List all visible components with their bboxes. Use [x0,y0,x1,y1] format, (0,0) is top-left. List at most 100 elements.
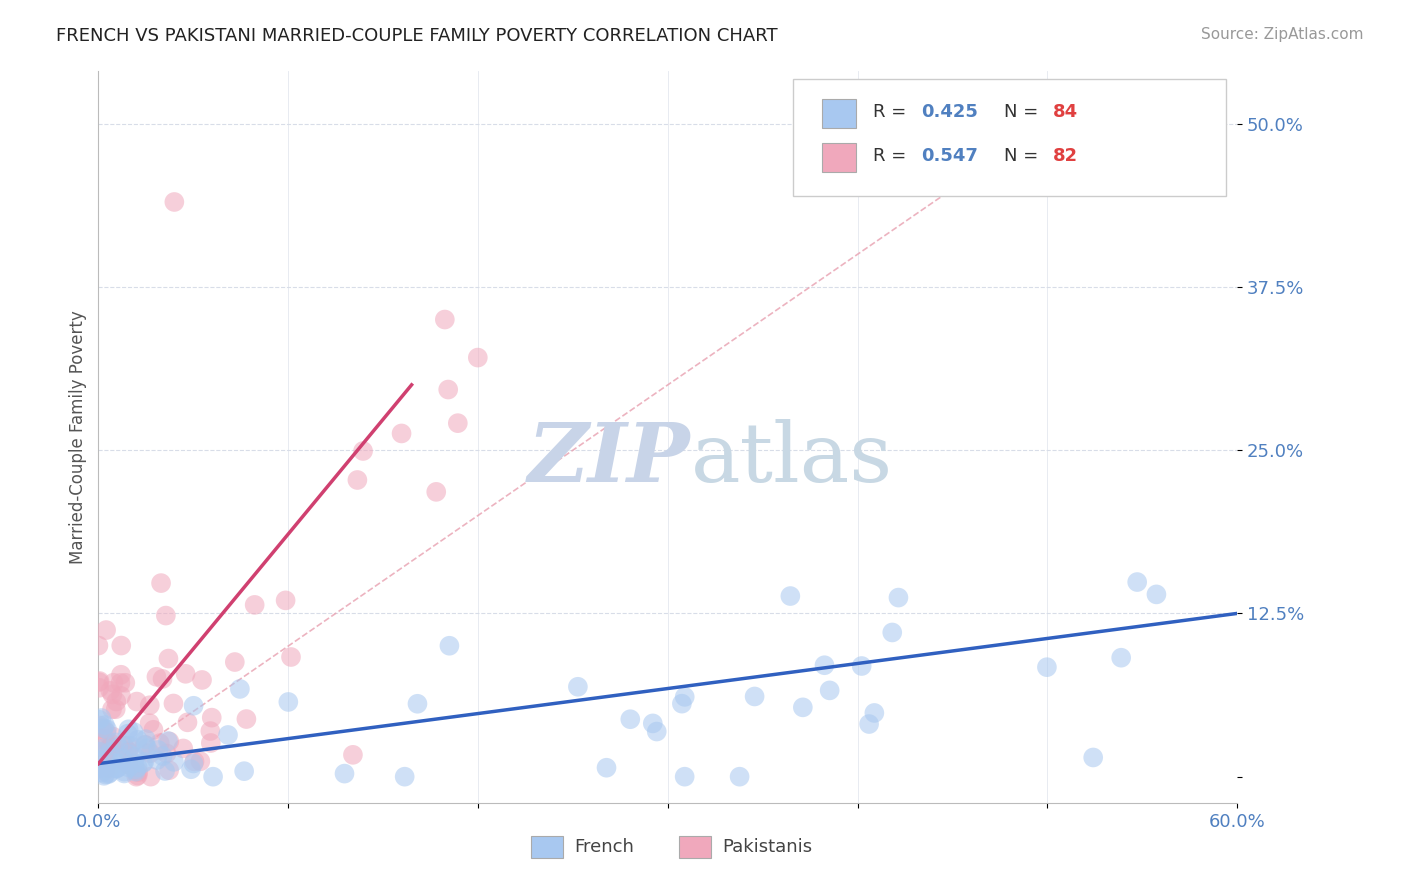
Point [138,716,160,731]
Point [406,697,429,711]
Point [90,765,112,780]
Point [155,747,177,761]
Point [117,739,139,753]
Point [818,683,841,698]
Point [439,639,461,653]
Point [97,767,120,781]
Point [107,739,129,754]
Point [146,753,169,767]
Point [110,667,132,681]
Point [94,743,117,757]
Point [157,734,180,748]
Point [882,625,904,640]
Point [641,716,664,731]
Point [124,756,146,771]
Point [887,591,910,605]
Point [101,702,124,716]
Point [105,694,128,708]
Point [201,711,224,725]
Point [117,723,139,737]
Point [183,755,205,769]
Point [89,681,111,695]
Point [851,659,873,673]
Y-axis label: Married-Couple Family Poverty: Married-Couple Family Poverty [69,310,87,564]
FancyBboxPatch shape [821,99,856,128]
Point [93,722,115,736]
Point [115,757,138,772]
Point [467,351,489,365]
Point [139,698,162,713]
Point [89,761,111,775]
Point [122,725,145,739]
Point [108,756,131,771]
Point [98,683,121,698]
Point [94,718,117,732]
Point [107,761,129,775]
Point [229,681,252,696]
Point [127,765,149,780]
Point [346,473,368,487]
Point [124,762,146,776]
Text: N =: N = [1004,147,1043,165]
Point [87,639,110,653]
Point [97,761,120,775]
Point [89,673,111,688]
Point [645,724,668,739]
Point [163,755,186,769]
Point [1126,575,1149,590]
Point [120,739,142,753]
Point [425,484,447,499]
Point [152,672,174,686]
Point [117,744,139,758]
FancyBboxPatch shape [531,836,562,858]
Point [728,770,751,784]
Point [813,658,835,673]
Point [94,764,117,778]
Point [93,769,115,783]
Point [224,655,246,669]
Point [112,766,135,780]
Point [673,770,696,784]
Point [1146,587,1168,601]
Point [104,735,127,749]
Point [352,444,374,458]
Point [595,761,617,775]
FancyBboxPatch shape [679,836,711,858]
Point [101,688,124,702]
Point [112,764,135,779]
Point [100,752,122,766]
Text: French: French [575,838,634,855]
Point [183,756,205,771]
Point [744,690,766,704]
Point [112,739,135,753]
Point [391,426,413,441]
Point [280,650,302,665]
Point [89,732,111,747]
Point [145,670,167,684]
Point [152,749,174,764]
Point [110,639,132,653]
Text: 84: 84 [1053,103,1078,121]
Text: R =: R = [873,103,912,121]
Point [172,741,194,756]
Point [111,751,134,765]
Text: atlas: atlas [690,419,893,499]
Point [157,651,180,665]
Point [176,715,198,730]
Point [277,695,299,709]
Point [135,732,157,747]
Text: R =: R = [873,147,912,165]
Point [863,706,886,720]
Point [155,608,177,623]
Point [98,766,121,780]
Point [101,730,124,744]
Point [567,680,589,694]
Point [104,702,127,716]
Point [619,712,641,726]
Point [87,675,110,690]
Point [117,757,139,772]
Point [447,416,470,430]
Point [1109,650,1132,665]
Point [274,593,297,607]
Text: 0.547: 0.547 [921,147,977,165]
